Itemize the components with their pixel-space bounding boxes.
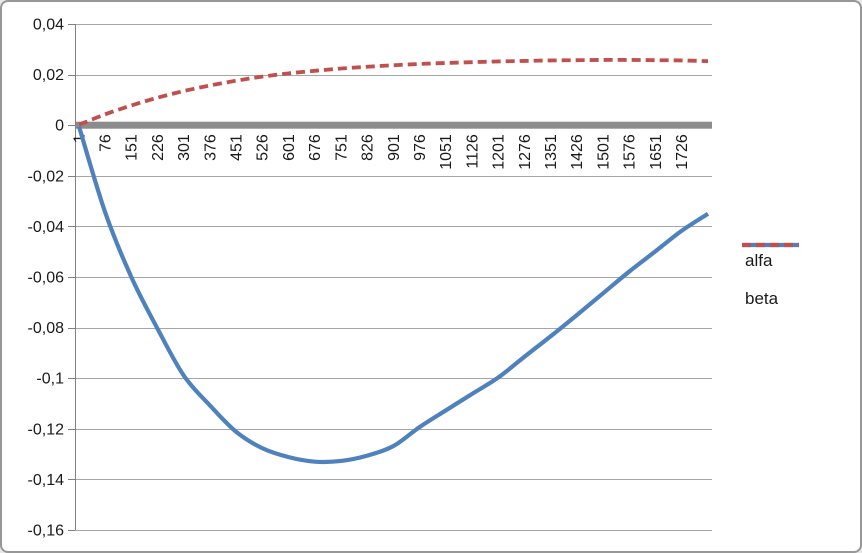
- y-tick-label: -0,14: [28, 472, 65, 489]
- legend: alfa beta: [742, 241, 799, 317]
- y-tick-label: -0,04: [28, 219, 65, 236]
- y-tick-label: -0,02: [28, 168, 65, 185]
- y-tick-label: -0,06: [28, 270, 65, 287]
- y-tick-label: -0,16: [28, 523, 65, 540]
- y-tick-label: 0,02: [33, 67, 64, 84]
- x-tick-label: 1126: [464, 134, 481, 169]
- x-tick-label: 1726: [674, 134, 691, 170]
- x-tick-label: 1: [71, 134, 88, 143]
- alfa-series-line[interactable]: [76, 125, 710, 465]
- y-tick-label: 0: [55, 118, 64, 135]
- x-tick-label: 751: [333, 134, 350, 161]
- y-tick-label: 0,04: [33, 17, 64, 34]
- x-tick-label: 601: [281, 134, 298, 161]
- x-tick-label: 1276: [517, 134, 534, 170]
- x-tick-label: 151: [124, 134, 141, 161]
- x-tick-label: 1201: [491, 134, 508, 170]
- x-tick-label: 1426: [569, 134, 586, 170]
- x-tick-label: 226: [150, 134, 167, 161]
- legend-item-beta[interactable]: beta: [742, 242, 799, 317]
- x-tick-label: 301: [176, 134, 193, 161]
- x-tick-label: 76: [97, 134, 114, 152]
- legend-label-beta: beta: [745, 288, 779, 308]
- zero-axis-line: [76, 121, 712, 129]
- x-tick-label: 1576: [622, 134, 639, 170]
- x-tick-label: 526: [255, 134, 272, 161]
- beta-line-sample-icon: [742, 242, 799, 248]
- y-tick-label: -0,1: [36, 371, 64, 388]
- y-tick-label: -0,12: [28, 421, 65, 438]
- legend-label-alfa: alfa: [745, 250, 773, 270]
- y-tick-label: -0,08: [28, 320, 65, 337]
- x-tick-label: 376: [202, 134, 219, 161]
- x-tick-label: 1501: [595, 134, 612, 170]
- x-tick-label: 1051: [438, 134, 455, 170]
- x-tick-label: 1351: [543, 134, 560, 170]
- beta-series-line[interactable]: [78, 57, 709, 127]
- x-tick-label: 901: [386, 134, 403, 161]
- x-tick-label: 1651: [648, 134, 665, 170]
- x-tick-label: 676: [307, 134, 324, 161]
- x-tick-label: 976: [412, 134, 429, 161]
- x-tick-label: 451: [229, 134, 246, 161]
- x-tick-label: 826: [360, 134, 377, 161]
